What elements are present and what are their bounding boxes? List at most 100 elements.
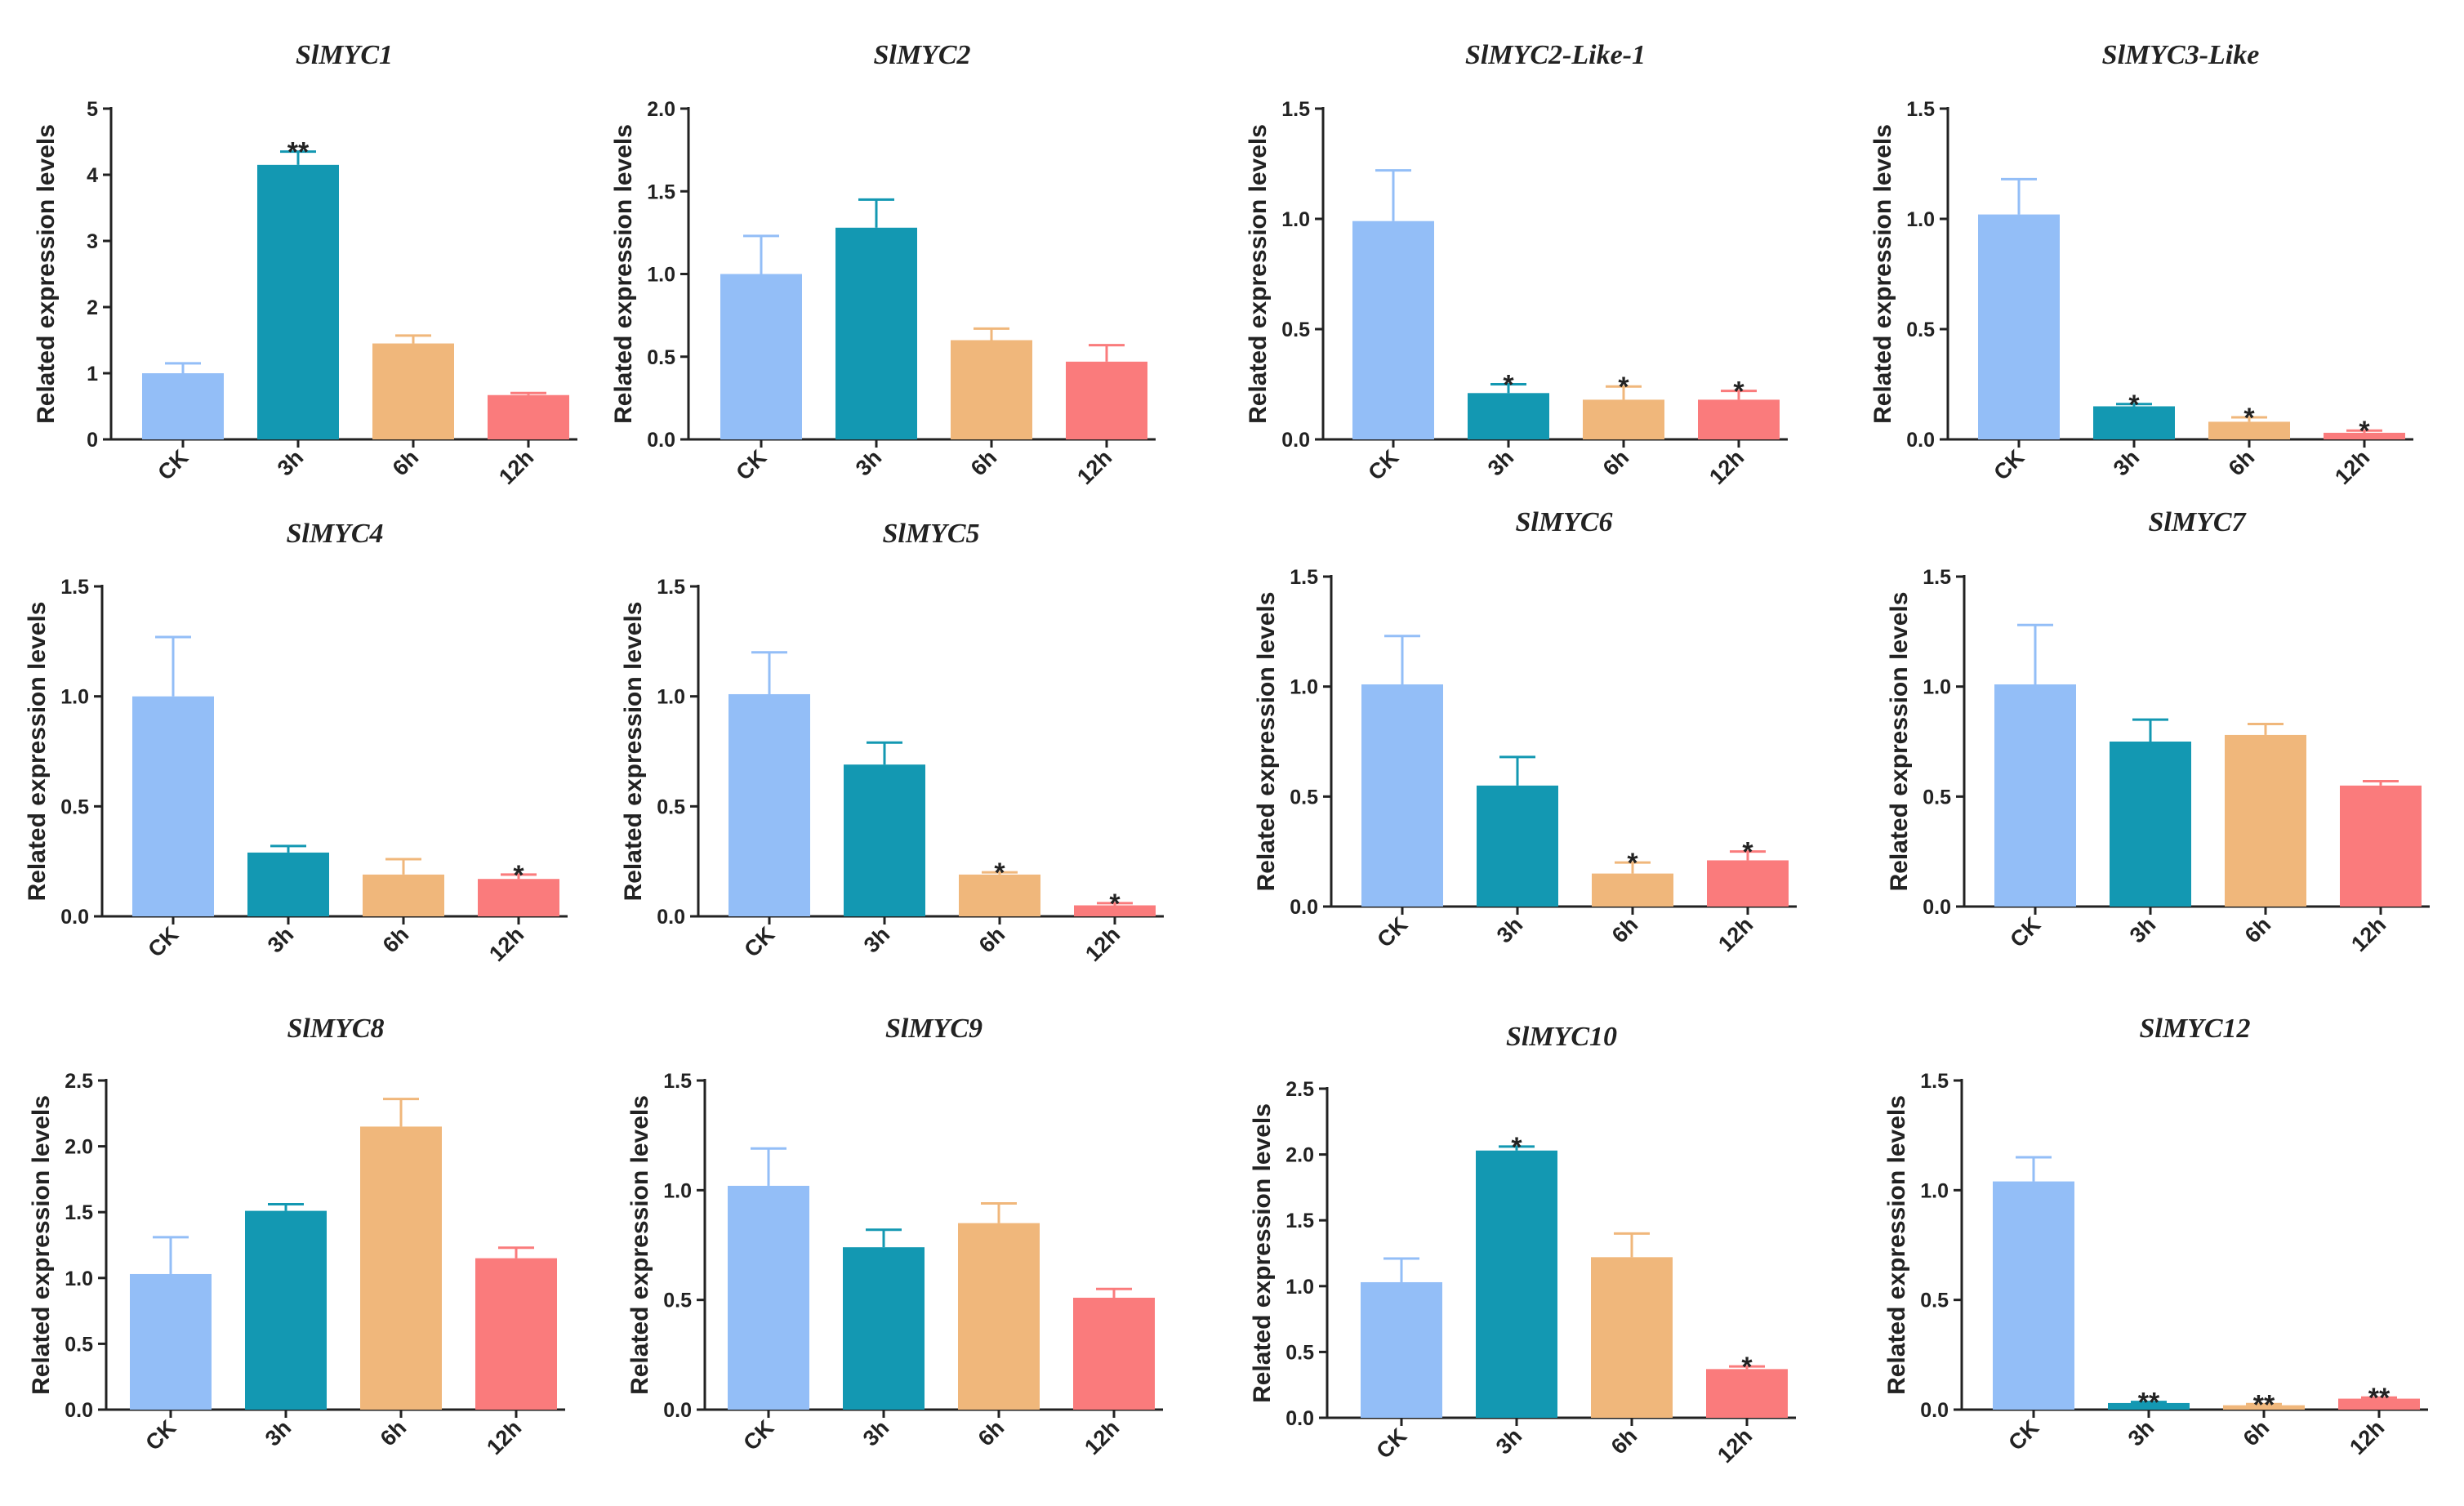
y-tick-label: 1.0 (1281, 208, 1310, 231)
bar-6h (951, 340, 1032, 439)
significance-marker: * (1741, 1352, 1753, 1383)
y-axis-label: Related expression levels (1253, 592, 1280, 892)
x-tick-label: CK (143, 922, 183, 962)
y-tick-label: 1.5 (65, 1201, 93, 1224)
bar-ck (1361, 1281, 1442, 1418)
significance-marker: ** (287, 137, 310, 168)
x-tick-label: 3h (1491, 1424, 1526, 1459)
chart-panel-slmyc7: SlMYC7 Related expression levels 0.0 0.5 1.0… (1886, 507, 2430, 956)
bar-6h (958, 1223, 1040, 1410)
x-tick-label: 6h (2239, 1415, 2274, 1450)
x-tick-label: 12h (484, 922, 528, 966)
y-tick-label: 0.0 (1920, 1399, 1949, 1422)
chart-title: SlMYC12 (2139, 1014, 2250, 1044)
chart-panel-slmyc5: SlMYC5 Related expression levels 0.0 0.5 1.0… (620, 519, 1164, 966)
x-tick-label: 12h (2345, 1415, 2389, 1459)
significance-marker: * (1503, 370, 1514, 401)
bar-12h (488, 394, 569, 439)
x-tick-label: CK (1363, 445, 1403, 485)
bar-ck (720, 274, 802, 439)
significance-marker: * (1618, 372, 1629, 403)
bar-ck (1978, 214, 2060, 439)
bar-ck (728, 1185, 809, 1410)
x-tick-label: CK (2005, 912, 2045, 952)
y-tick-label: 0.0 (1290, 896, 1318, 919)
x-tick-label: 6h (378, 922, 413, 957)
chart-title: SlMYC5 (882, 519, 979, 549)
y-axis-label: Related expression levels (626, 1095, 653, 1395)
x-tick-label: 6h (974, 1415, 1009, 1450)
y-tick-label: 0.5 (60, 795, 89, 818)
bar-12h (1698, 399, 1780, 439)
x-tick-label: CK (1989, 445, 2029, 485)
x-tick-label: 12h (1072, 445, 1116, 489)
chart-title: SlMYC6 (1515, 507, 1612, 537)
bar-6h (2223, 1405, 2305, 1410)
y-axis-label: Related expression levels (1883, 1095, 1910, 1395)
y-tick-label: 0 (87, 429, 98, 452)
chart-title: SlMYC1 (296, 40, 393, 70)
bar-6h (1591, 1257, 1673, 1418)
bar-3h (245, 1210, 327, 1410)
y-tick-label: 1.5 (60, 576, 89, 599)
x-tick-label: 3h (2109, 445, 2144, 480)
bar-3h (1468, 393, 1549, 439)
x-tick-label: 12h (1713, 912, 1758, 956)
chart-panel-slmyc6: SlMYC6 Related expression levels 0.0 0.5 1.0… (1253, 507, 1797, 956)
x-tick-label: 12h (1080, 1415, 1124, 1459)
y-tick-label: 0.0 (1923, 896, 1951, 919)
x-tick-label: 3h (851, 445, 886, 480)
x-tick-label: CK (153, 445, 193, 485)
y-tick-label: 1.5 (663, 1070, 692, 1093)
x-tick-label: CK (731, 445, 771, 485)
y-tick-label: 1.5 (1920, 1070, 1949, 1093)
y-axis-label: Related expression levels (1249, 1103, 1276, 1403)
y-axis-label: Related expression levels (28, 1095, 55, 1395)
significance-marker: * (2359, 416, 2370, 447)
y-tick-label: 1.5 (1290, 566, 1318, 589)
bar-12h (2340, 785, 2422, 907)
x-tick-label: CK (140, 1415, 180, 1455)
significance-marker: ** (2368, 1383, 2390, 1414)
x-tick-label: 6h (966, 445, 1001, 480)
x-tick-label: 6h (2224, 445, 2259, 480)
y-tick-label: 1.0 (657, 686, 685, 709)
y-tick-label: 1 (87, 363, 98, 385)
chart-panel-slmyc4: SlMYC4 Related expression levels 0.0 0.5 1.0… (24, 519, 568, 966)
significance-marker: * (1733, 376, 1744, 408)
chart-panel-slmyc3-like: SlMYC3-Like Related expression levels 0.0 0… (1869, 40, 2413, 489)
bar-12h (1073, 1297, 1155, 1410)
significance-marker: * (513, 860, 524, 891)
bar-3h (257, 164, 339, 439)
bar-6h (360, 1126, 442, 1410)
x-tick-label: 12h (1081, 922, 1125, 966)
bar-6h (363, 874, 444, 916)
significance-marker: * (2243, 403, 2255, 434)
y-tick-label: 0.5 (1920, 1290, 1949, 1312)
chart-panel-slmyc2: SlMYC2 Related expression levels 0.0 0.5 1.0… (610, 40, 1156, 489)
y-tick-label: 0.5 (663, 1290, 692, 1312)
y-tick-label: 1.0 (663, 1179, 692, 1202)
x-tick-label: CK (739, 922, 779, 962)
significance-marker: * (1742, 837, 1753, 868)
y-tick-label: 0.5 (1906, 319, 1935, 341)
bar-6h (2225, 734, 2306, 907)
y-axis-label: Related expression levels (24, 602, 51, 902)
y-tick-label: 4 (87, 164, 98, 187)
significance-marker: ** (2138, 1388, 2160, 1419)
y-axis-label: Related expression levels (1245, 124, 1272, 424)
bar-ck (1993, 1181, 2074, 1410)
y-axis-label: Related expression levels (610, 124, 637, 424)
y-axis-label: Related expression levels (33, 124, 60, 424)
x-tick-label: 12h (2330, 445, 2374, 489)
y-tick-label: 0.5 (1923, 786, 1951, 809)
x-tick-label: 3h (858, 1415, 893, 1450)
chart-title: SlMYC10 (1506, 1022, 1617, 1052)
x-tick-label: CK (1371, 1424, 1411, 1464)
bar-3h (2110, 742, 2191, 907)
bar-3h (1476, 1150, 1557, 1418)
x-tick-label: 6h (388, 445, 423, 480)
bar-3h (247, 852, 329, 916)
bar-12h (478, 879, 559, 916)
y-tick-label: 2 (87, 296, 98, 319)
